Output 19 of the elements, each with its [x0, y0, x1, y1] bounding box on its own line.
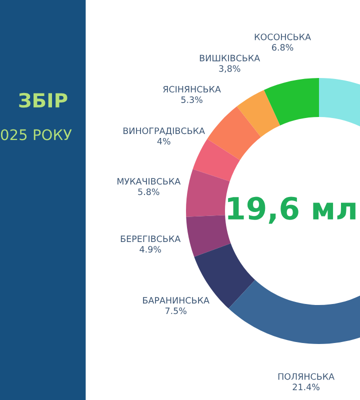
data-label: 7.5% [165, 307, 186, 314]
slice-label: ВИШКІВСЬКА [200, 54, 260, 62]
data-label: 4% [157, 138, 170, 145]
slice-label: ЯСІНЯНСЬКА [163, 86, 221, 93]
slice-label: БАРАНИНСЬКА [143, 297, 210, 304]
data-label: 5.3% [181, 96, 202, 104]
text: 19,6 мл [228, 196, 356, 224]
slice-label: КОСОНСЬКА [254, 34, 311, 40]
data-label: 3,8% [219, 65, 240, 73]
text: 025 РОКУ [0, 129, 72, 140]
slice-label: БЕРЕГІВСЬКА [120, 236, 181, 242]
data-label: 5.8% [138, 188, 160, 196]
slice-label: ВИНОГРАДІВСЬКА [124, 127, 205, 136]
data-label: 4.9% [140, 246, 161, 253]
data-label: 21.4% [292, 384, 320, 390]
text: ЗБІР [19, 92, 68, 108]
slice-label: ПОЛЯНСЬКА [278, 373, 334, 380]
slice-label: МУКАЧІВСЬКА [118, 178, 181, 185]
data-label: 6.8% [272, 44, 294, 51]
